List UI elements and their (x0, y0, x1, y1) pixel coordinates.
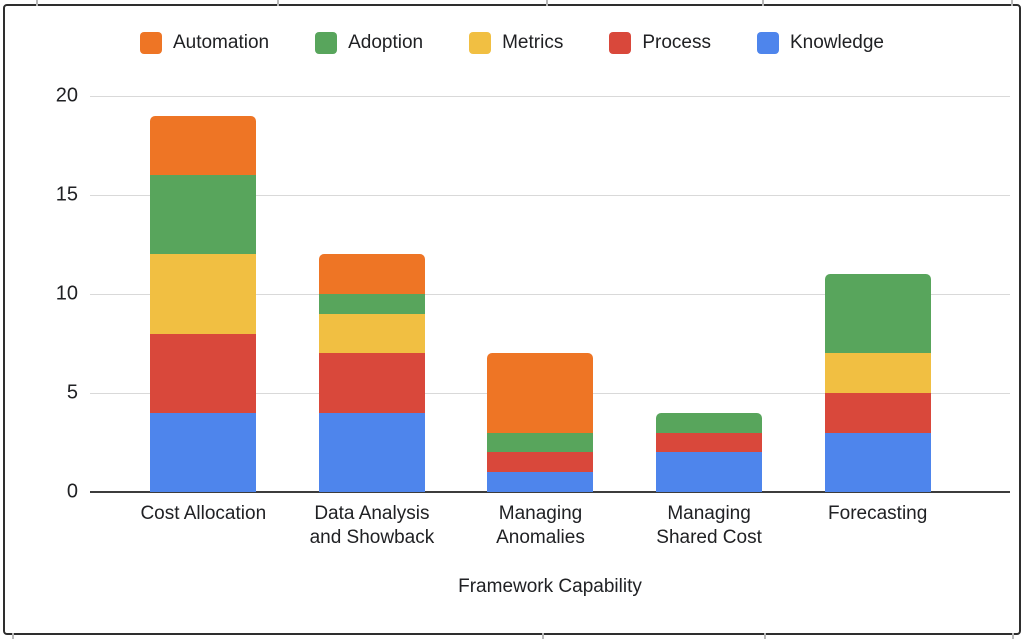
bar-segment-adoption[interactable] (487, 432, 594, 453)
edge-tick (277, 0, 279, 6)
legend-swatch-icon (609, 32, 632, 54)
y-axis-labels: 0 5 10 15 20 (5, 85, 78, 503)
bar-segment-process[interactable] (150, 333, 257, 413)
legend-item-metrics[interactable]: Metrics (469, 32, 563, 54)
bar-segment-process[interactable] (824, 393, 931, 433)
bar-segment-adoption[interactable] (318, 294, 425, 314)
bar-segment-automation[interactable] (487, 353, 594, 433)
bar-segment-process[interactable] (487, 452, 594, 473)
bar-segment-metrics[interactable] (150, 254, 257, 334)
bar-segment-automation[interactable] (150, 115, 257, 176)
edge-tick (546, 0, 548, 6)
legend-item-automation[interactable]: Automation (139, 32, 270, 54)
y-tick-label: 0 (66, 480, 78, 503)
bar-segment-knowledge[interactable] (487, 472, 594, 492)
gridline (90, 195, 1010, 196)
chart-legend: Automation Adoption Metrics Process Knowledg… (5, 32, 1019, 54)
bar-segment-process[interactable] (318, 353, 425, 413)
x-tick-label: Managing Anomalies (496, 503, 585, 548)
edge-tick (764, 633, 766, 639)
x-tick-label: Data Analysis and Showback (309, 503, 435, 548)
legend-item-knowledge[interactable]: Knowledge (756, 32, 885, 54)
bar-segment-adoption[interactable] (824, 274, 931, 354)
bar-segment-metrics[interactable] (824, 353, 931, 394)
bar-segment-adoption[interactable] (150, 175, 257, 255)
bar-slot (456, 96, 625, 492)
stacked-bar-1[interactable] (150, 115, 257, 492)
bar-slot (625, 96, 794, 492)
stacked-bar-3[interactable] (487, 353, 594, 492)
y-tick-label: 15 (55, 183, 78, 206)
stacked-bar-4[interactable] (656, 412, 763, 492)
legend-item-adoption[interactable]: Adoption (315, 32, 423, 54)
x-axis-labels: Cost Allocation Data Analysis and Showbac… (119, 502, 962, 550)
bar-segment-metrics[interactable] (318, 313, 425, 354)
bar-segment-knowledge[interactable] (318, 412, 425, 492)
bar-segment-knowledge[interactable] (150, 412, 257, 492)
edge-tick (1011, 0, 1013, 6)
x-tick-label: Cost Allocation (140, 503, 267, 524)
edge-tick (542, 633, 544, 639)
bar-slot (288, 96, 457, 492)
legend-label: Automation (172, 32, 270, 53)
legend-label: Knowledge (789, 32, 885, 53)
legend-label: Adoption (348, 32, 424, 53)
bar-slot (793, 96, 962, 492)
x-tick-label: Forecasting (828, 503, 928, 524)
legend-swatch-icon (139, 32, 162, 54)
x-axis-line (90, 491, 1010, 493)
bar-segment-process[interactable] (656, 432, 763, 453)
legend-label: Metrics (502, 32, 564, 53)
gridline (90, 96, 1010, 97)
bar-segment-automation[interactable] (318, 254, 425, 295)
edge-tick (1012, 633, 1014, 639)
legend-label: Process (642, 32, 711, 53)
edge-tick (36, 0, 38, 6)
edge-tick (762, 0, 764, 6)
gridline (90, 294, 1010, 295)
y-tick-label: 20 (55, 84, 78, 107)
bar-segment-knowledge[interactable] (824, 432, 931, 492)
legend-swatch-icon (469, 32, 492, 54)
y-tick-label: 10 (55, 282, 78, 305)
bar-segment-knowledge[interactable] (656, 452, 763, 492)
stacked-bar-5[interactable] (824, 274, 931, 492)
bars-container (119, 96, 962, 492)
x-tick-label: Managing Shared Cost (656, 503, 762, 548)
y-tick-label: 5 (66, 381, 78, 404)
legend-item-process[interactable]: Process (609, 32, 711, 54)
legend-swatch-icon (315, 32, 338, 54)
legend-swatch-icon (756, 32, 779, 54)
x-axis-title: Framework Capability (458, 576, 642, 597)
edge-tick (12, 633, 14, 639)
stacked-bar-2[interactable] (318, 254, 425, 492)
bar-slot (119, 96, 288, 492)
chart-frame: Automation Adoption Metrics Process Knowledg… (3, 4, 1021, 635)
bar-segment-adoption[interactable] (656, 412, 763, 433)
